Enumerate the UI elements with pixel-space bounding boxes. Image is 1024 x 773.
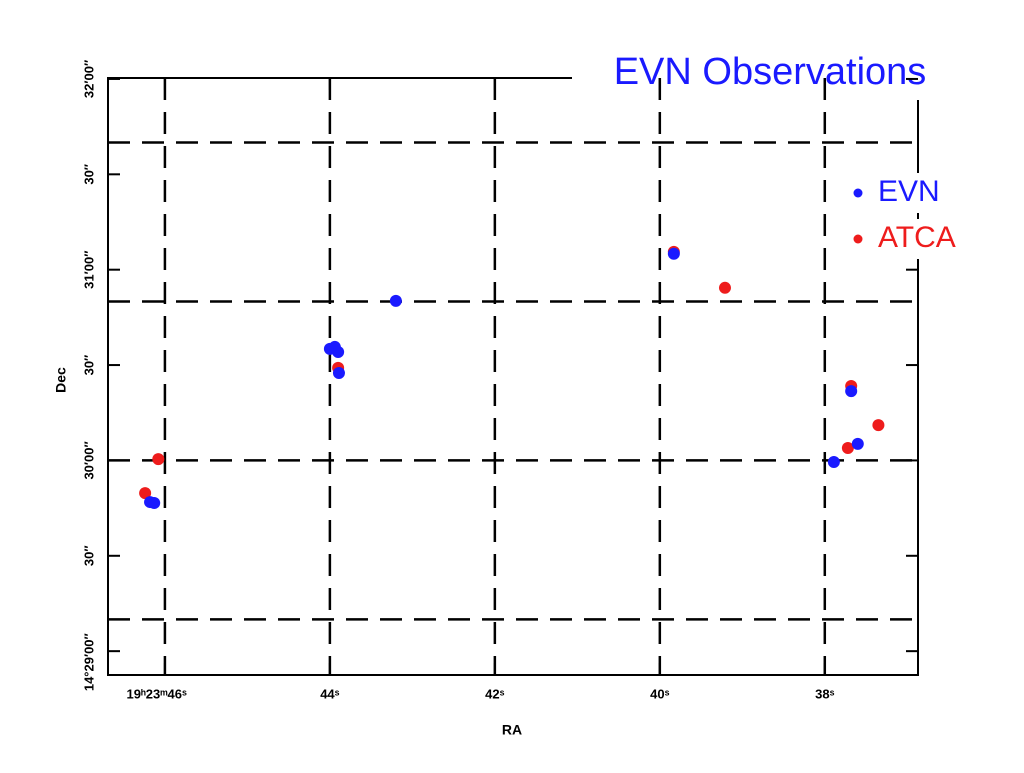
x-tick-label: 40ˢ xyxy=(650,686,669,701)
point xyxy=(139,487,152,500)
y-axis-label: Dec xyxy=(53,367,69,393)
y-tick-label: 32′00″ xyxy=(81,60,96,98)
legend-marker xyxy=(853,188,863,198)
point xyxy=(718,281,731,294)
y-tick-label: 30″ xyxy=(81,355,96,376)
y-tick-label: 31′00″ xyxy=(81,251,96,289)
point xyxy=(148,497,161,510)
legend-background xyxy=(848,219,978,259)
point xyxy=(872,419,885,432)
legend-label: EVN xyxy=(878,175,940,208)
point xyxy=(389,294,402,307)
point xyxy=(827,456,840,469)
point xyxy=(845,385,858,398)
title-background xyxy=(572,48,962,100)
point xyxy=(841,442,854,455)
plot-frame xyxy=(107,77,919,676)
x-tick-label: 38ˢ xyxy=(815,686,834,701)
point xyxy=(332,346,345,359)
point xyxy=(851,437,864,450)
y-tick-label: 30″ xyxy=(81,545,96,566)
x-axis-label: RA xyxy=(502,722,522,738)
y-tick-label: 14°29′00″ xyxy=(81,633,96,691)
x-tick-label: 44ˢ xyxy=(320,686,339,701)
x-tick-label: 19ʰ23ᵐ46ˢ xyxy=(127,686,187,701)
legend-marker xyxy=(853,234,863,244)
legend-label: ATCA xyxy=(878,221,956,254)
point xyxy=(332,367,345,380)
y-tick-label: 30″ xyxy=(81,164,96,185)
legend-background xyxy=(848,173,978,213)
point xyxy=(152,453,165,466)
y-tick-label: 30′00″ xyxy=(81,441,96,479)
x-tick-label: 42ˢ xyxy=(485,686,504,701)
chart-title: EVN Observations xyxy=(614,51,927,93)
point xyxy=(667,247,680,260)
